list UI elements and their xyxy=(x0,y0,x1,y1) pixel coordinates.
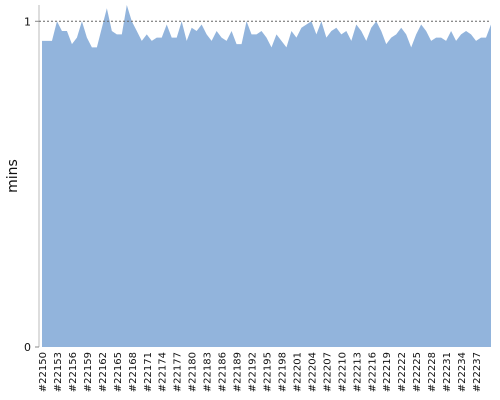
x-tick-label: #22180 xyxy=(188,352,199,392)
x-tick-label: #22192 xyxy=(248,352,259,392)
x-tick-label: #22234 xyxy=(457,352,468,392)
x-tick-label: #22204 xyxy=(307,352,318,392)
x-tick-label: #22165 xyxy=(113,352,124,392)
x-tick-label: #22150 xyxy=(38,352,49,392)
x-tick-label: #22231 xyxy=(442,352,453,392)
x-tick-label: #22210 xyxy=(337,352,348,392)
y-axis-label: mins xyxy=(5,159,21,193)
x-tick-label: #22237 xyxy=(472,352,483,392)
x-tick-label: #22216 xyxy=(367,352,378,392)
x-tick-label: #22225 xyxy=(412,352,423,392)
x-tick-label: #22186 xyxy=(218,352,229,392)
y-tick-label: 0 xyxy=(24,341,31,354)
x-tick-label: #22174 xyxy=(158,352,169,392)
x-tick-label: #22168 xyxy=(128,352,139,392)
x-tick-label: #22213 xyxy=(352,352,363,392)
x-tick-label: #22195 xyxy=(263,352,274,392)
x-tick-label: #22153 xyxy=(53,352,64,392)
x-tick-label: #22183 xyxy=(203,352,214,392)
y-tick-label: 1 xyxy=(24,15,31,28)
x-tick-label: #22162 xyxy=(98,352,109,392)
x-tick-label: #22198 xyxy=(277,352,288,392)
area xyxy=(42,5,491,347)
x-tick-label: #22156 xyxy=(68,352,79,392)
x-tick-label: #22228 xyxy=(427,352,438,392)
x-tick-label: #22171 xyxy=(143,352,154,392)
x-tick-label: #22219 xyxy=(382,352,393,392)
x-tick-label: #22189 xyxy=(233,352,244,392)
x-tick-label: #22159 xyxy=(83,352,94,392)
x-tick-label: #22207 xyxy=(322,352,333,392)
x-tick-label: #22222 xyxy=(397,352,408,392)
x-tick-label: #22177 xyxy=(173,352,184,392)
x-tick-label: #22201 xyxy=(292,352,303,392)
